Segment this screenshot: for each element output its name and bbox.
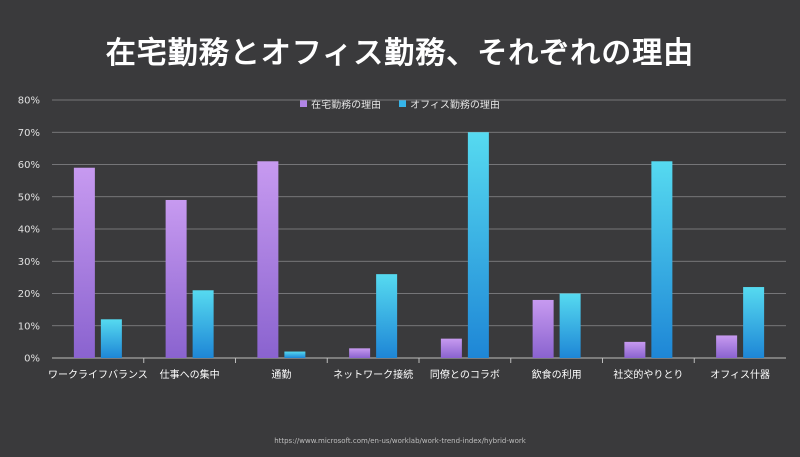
y-tick-label: 80%: [18, 96, 40, 107]
legend-label-home: 在宅勤務の理由: [311, 100, 382, 111]
y-tick-label: 70%: [18, 128, 40, 139]
x-tick-label: 飲食の利用: [532, 368, 582, 381]
bar-office: [376, 274, 398, 358]
bar-home: [440, 338, 462, 358]
bar-home: [624, 341, 646, 358]
source-url: https://www.microsoft.com/en-us/worklab/…: [274, 437, 526, 445]
y-tick-label: 50%: [18, 192, 40, 203]
bar-office: [192, 290, 214, 358]
x-tick-label: 社交的やりとり: [613, 368, 683, 381]
y-tick-label: 30%: [18, 257, 40, 268]
bar-home: [165, 199, 187, 358]
y-tick-label: 20%: [18, 289, 40, 300]
x-tick-label: ワークライフバランス: [48, 369, 148, 381]
gridlines: [52, 99, 786, 359]
bar-office: [743, 287, 765, 358]
x-axis-ticks: ワークライフバランス 仕事への集中 通勤 ネットワーク接続 同僚とのコラボ 飲食の利用 社交…: [48, 358, 770, 381]
legend-item-home: 在宅勤務の理由: [300, 96, 381, 111]
y-tick-label: 40%: [18, 225, 40, 236]
chart-title: 在宅勤務とオフィス勤務、それぞれの理由: [105, 36, 695, 71]
x-tick-label: オフィス什器: [710, 369, 770, 381]
bar-home: [257, 161, 279, 358]
y-axis-ticks: 0% 10% 20% 30% 40% 50% 60% 70% 80%: [18, 96, 40, 365]
bar-home: [73, 167, 95, 358]
legend-swatch-home: [300, 100, 308, 107]
bar-office: [284, 351, 306, 358]
x-tick-label: ネットワーク接続: [333, 368, 413, 381]
bar-office: [651, 161, 673, 358]
bar-office: [467, 132, 489, 358]
bar-office: [559, 293, 581, 358]
bar-home: [349, 348, 371, 358]
legend: 在宅勤務の理由 オフィス勤務の理由: [0, 96, 800, 111]
bar-home: [532, 299, 554, 358]
y-tick-label: 60%: [18, 160, 40, 171]
y-tick-label: 0%: [24, 354, 40, 365]
bar-home: [716, 335, 738, 358]
x-tick-label: 同僚とのコラボ: [430, 368, 500, 381]
x-tick-label: 仕事への集中: [160, 368, 220, 381]
legend-swatch-office: [399, 100, 407, 107]
bar-office: [100, 319, 122, 358]
x-tick-label: 通勤: [271, 368, 291, 381]
legend-label-office: オフィス勤務の理由: [410, 100, 500, 111]
y-tick-label: 10%: [18, 321, 40, 332]
legend-item-office: オフィス勤務の理由: [399, 96, 500, 111]
bars: [73, 132, 765, 358]
